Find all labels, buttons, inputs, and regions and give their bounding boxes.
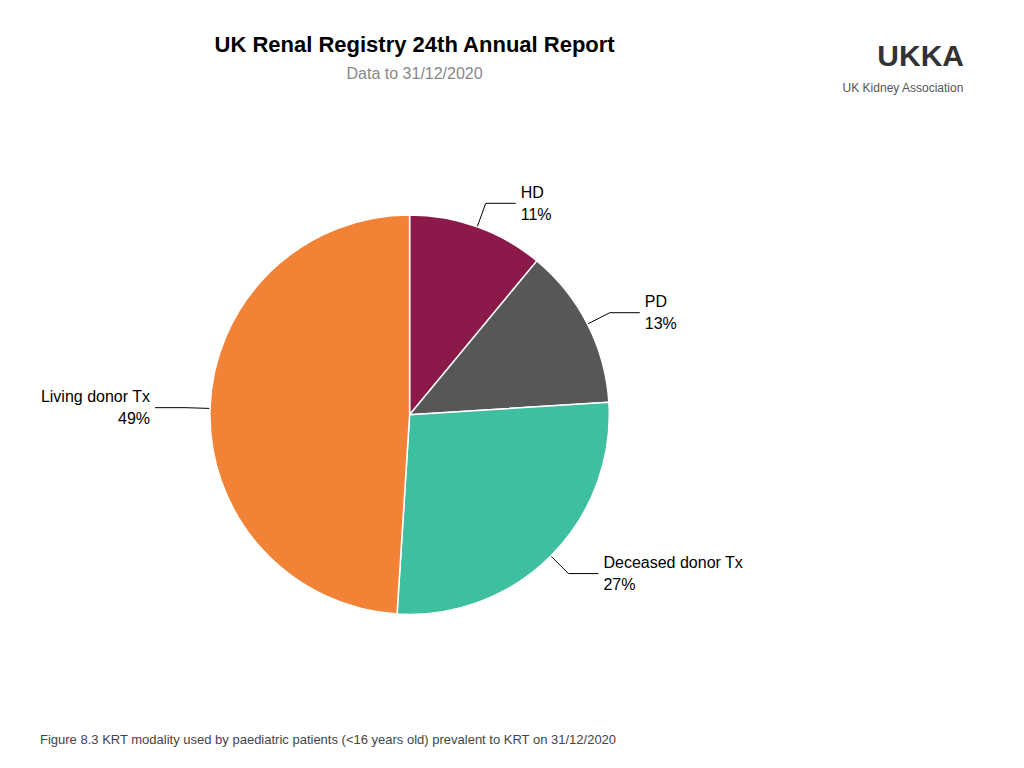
svg-text:PD: PD — [645, 293, 667, 310]
svg-text:Data to 31/12/2020: Data to 31/12/2020 — [347, 65, 483, 82]
svg-text:HD: HD — [521, 184, 544, 201]
svg-text:UK Kidney Association: UK Kidney Association — [843, 81, 964, 95]
svg-text:UKKA: UKKA — [877, 39, 964, 72]
svg-text:Living donor Tx: Living donor Tx — [41, 388, 150, 405]
svg-text:UK Renal Registry 24th Annual: UK Renal Registry 24th Annual Report — [215, 32, 616, 57]
svg-text:Figure 8.3 KRT modality used b: Figure 8.3 KRT modality used by paediatr… — [40, 732, 616, 747]
svg-text:Deceased donor Tx: Deceased donor Tx — [603, 554, 742, 571]
svg-text:49%: 49% — [118, 410, 150, 427]
svg-text:13%: 13% — [645, 315, 677, 332]
svg-text:27%: 27% — [603, 576, 635, 593]
svg-text:11%: 11% — [521, 206, 552, 223]
